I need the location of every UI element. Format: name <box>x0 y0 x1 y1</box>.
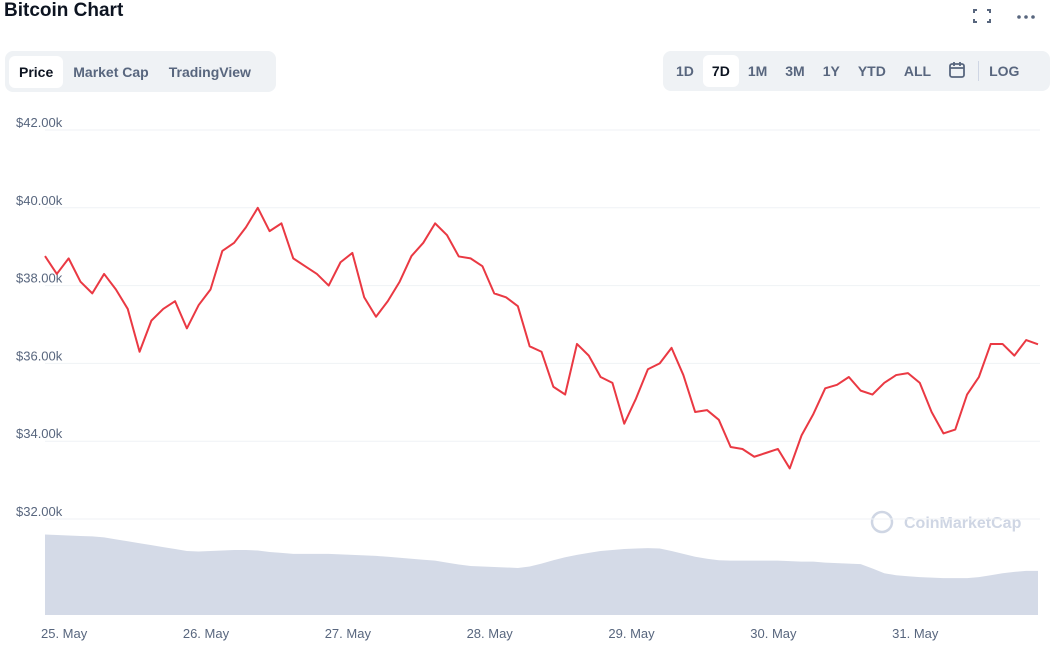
y-tick-label: $32.00k <box>16 504 63 519</box>
range-button[interactable]: YTD <box>857 63 886 79</box>
calendar-button[interactable] <box>940 55 974 88</box>
range-button[interactable]: 3M <box>785 63 805 79</box>
tab[interactable]: TradingView <box>168 63 251 80</box>
range-button[interactable]: 1M <box>747 63 768 79</box>
separator <box>978 61 980 81</box>
y-tick-label: $38.00k <box>16 271 63 286</box>
range-button[interactable]: 1D <box>676 63 694 79</box>
chart-title: Bitcoin Chart <box>4 0 124 21</box>
fullscreen-icon[interactable] <box>970 6 994 26</box>
x-tick-label: 25. May <box>41 626 88 641</box>
y-tick-label: $36.00k <box>16 348 63 363</box>
fullscreen-svg <box>973 9 991 23</box>
calendar-icon <box>949 61 965 78</box>
price-line <box>44 206 1039 470</box>
x-tick-label: 31. May <box>892 626 939 641</box>
watermark-logo <box>870 510 894 534</box>
x-tick-label: 28. May <box>467 626 514 641</box>
watermark: CoinMarketCap <box>904 515 1022 532</box>
y-tick-label: $42.00k <box>16 115 63 130</box>
more-icon[interactable] <box>1015 6 1039 26</box>
x-tick-label: 26. May <box>183 626 230 641</box>
range-group: 1D 7D 1M 3M 1Y YTD ALL LOG <box>663 51 1050 91</box>
x-tick-label: 30. May <box>750 626 797 641</box>
y-tick-label: $34.00k <box>16 426 63 441</box>
volume-area <box>45 534 1038 615</box>
tab-group: Price Market Cap TradingView <box>5 51 276 92</box>
log-button[interactable]: LOG <box>989 63 1020 79</box>
tab[interactable]: Price <box>9 55 64 88</box>
range-button[interactable]: 7D <box>702 55 739 87</box>
range-button[interactable]: ALL <box>903 63 932 79</box>
range-button[interactable]: 1Y <box>822 63 840 79</box>
x-tick-label: 27. May <box>325 626 372 641</box>
y-tick-label: $40.00k <box>16 193 63 208</box>
x-tick-label: 29. May <box>608 626 655 641</box>
more-svg <box>1017 15 1035 19</box>
tab[interactable]: Market Cap <box>73 63 149 80</box>
